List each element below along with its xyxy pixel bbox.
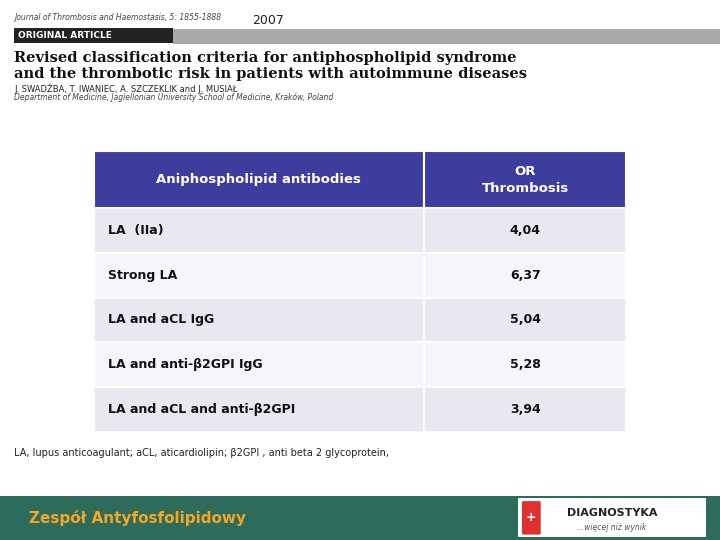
Text: OR
Thrombosis: OR Thrombosis: [482, 165, 569, 194]
Text: Strong LA: Strong LA: [108, 268, 177, 282]
Text: LA and anti-β2GPI IgG: LA and anti-β2GPI IgG: [108, 358, 263, 372]
FancyBboxPatch shape: [424, 208, 626, 253]
Text: 2007: 2007: [252, 14, 284, 26]
FancyBboxPatch shape: [424, 342, 626, 387]
FancyBboxPatch shape: [424, 151, 626, 208]
FancyBboxPatch shape: [14, 28, 173, 43]
FancyBboxPatch shape: [94, 387, 424, 432]
Text: ORIGINAL ARTICLE: ORIGINAL ARTICLE: [18, 31, 112, 39]
Text: LA and aCL and anti-β2GPI: LA and aCL and anti-β2GPI: [108, 403, 295, 416]
FancyBboxPatch shape: [94, 208, 424, 253]
FancyBboxPatch shape: [518, 498, 706, 537]
FancyBboxPatch shape: [173, 29, 720, 44]
FancyBboxPatch shape: [94, 298, 424, 342]
Text: +: +: [526, 511, 536, 524]
FancyBboxPatch shape: [424, 253, 626, 298]
Text: LA  (IIa): LA (IIa): [108, 224, 163, 237]
Text: LA, lupus anticoagulant; aCL, aticardiolipin; β2GPI , anti beta 2 glycoprotein,: LA, lupus anticoagulant; aCL, aticardiol…: [14, 448, 390, 458]
FancyBboxPatch shape: [522, 501, 541, 535]
FancyBboxPatch shape: [424, 387, 626, 432]
Text: LA and aCL IgG: LA and aCL IgG: [108, 313, 215, 327]
FancyBboxPatch shape: [94, 151, 424, 208]
Text: Department of Medicine, Jagiellonian University School of Medicine, Kraków, Pola: Department of Medicine, Jagiellonian Uni…: [14, 93, 333, 103]
FancyBboxPatch shape: [424, 298, 626, 342]
Text: 4,04: 4,04: [510, 224, 541, 237]
FancyBboxPatch shape: [0, 496, 720, 540]
Text: Aniphospholipid antibodies: Aniphospholipid antibodies: [156, 173, 361, 186]
Text: ...więcej niż wynik: ...więcej niż wynik: [577, 523, 647, 532]
Text: J. SWADŹBA, T. IWANIEC, A. SZCZEKLIK and J. MUSIAŁ: J. SWADŹBA, T. IWANIEC, A. SZCZEKLIK and…: [14, 84, 238, 94]
Text: Journal of Thrombosis and Haemostasis, 5: 1855-1888: Journal of Thrombosis and Haemostasis, 5…: [14, 14, 222, 23]
Text: 3,94: 3,94: [510, 403, 541, 416]
Text: 5,28: 5,28: [510, 358, 541, 372]
Text: 6,37: 6,37: [510, 268, 541, 282]
Text: DIAGNOSTYKA: DIAGNOSTYKA: [567, 508, 657, 517]
FancyBboxPatch shape: [94, 253, 424, 298]
Text: Revised classification criteria for antiphospholipid syndrome: Revised classification criteria for anti…: [14, 51, 517, 65]
Text: 5,04: 5,04: [510, 313, 541, 327]
FancyBboxPatch shape: [94, 342, 424, 387]
Text: and the thrombotic risk in patients with autoimmune diseases: and the thrombotic risk in patients with…: [14, 67, 527, 81]
Text: Zespół Antyfosfolipidowy: Zespół Antyfosfolipidowy: [29, 510, 246, 526]
